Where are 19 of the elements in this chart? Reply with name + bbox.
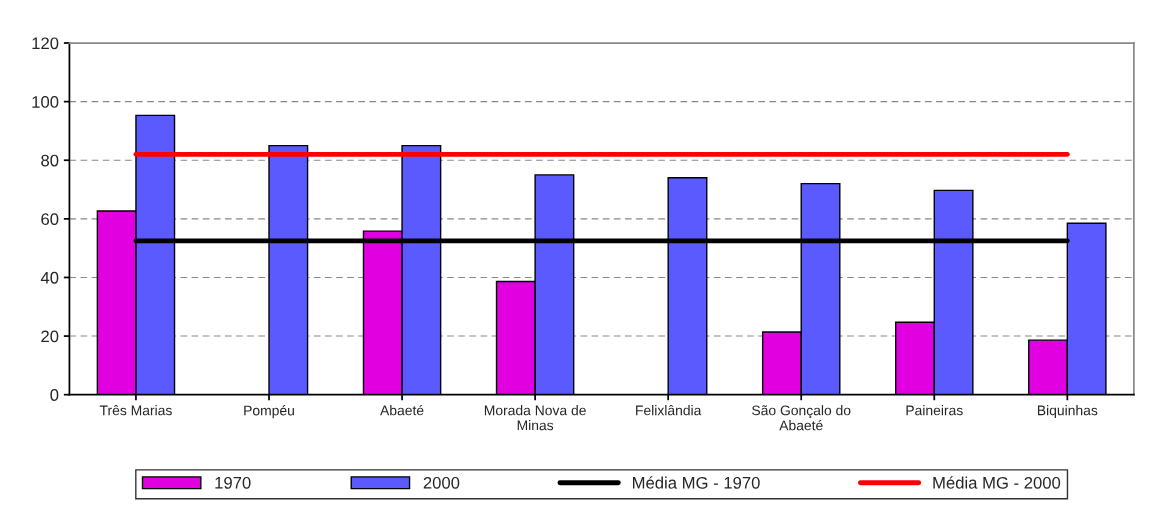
legend-label: 2000 (423, 476, 460, 489)
y-tick-label: 100 (32, 96, 59, 108)
y-tick-label: 80 (41, 154, 59, 167)
legend-label: 1970 (215, 476, 251, 489)
y-tick-label: 0 (50, 389, 59, 401)
y-tick-label: 120 (32, 37, 59, 50)
legend-label: Média MG - 1970 (633, 476, 760, 489)
legend-label: Média MG - 2000 (933, 476, 1061, 489)
x-tick-label: Pompéu (244, 405, 294, 419)
x-tick-label: Felixlândia (636, 405, 702, 416)
x-tick-label: Morada Nova de Minas (484, 405, 586, 431)
x-tick-label: Abaeté (380, 404, 424, 416)
x-tick-label: São Gonçalo do Abaeté (752, 405, 851, 431)
x-tick-label: Biquinhas (1037, 405, 1098, 419)
y-tick-label: 60 (41, 213, 59, 226)
x-tick-label: Paineiras (906, 405, 963, 416)
y-tick-label: 20 (41, 330, 59, 343)
y-tick-label: 40 (40, 271, 59, 284)
x-tick-label: Três Marias (99, 405, 172, 416)
